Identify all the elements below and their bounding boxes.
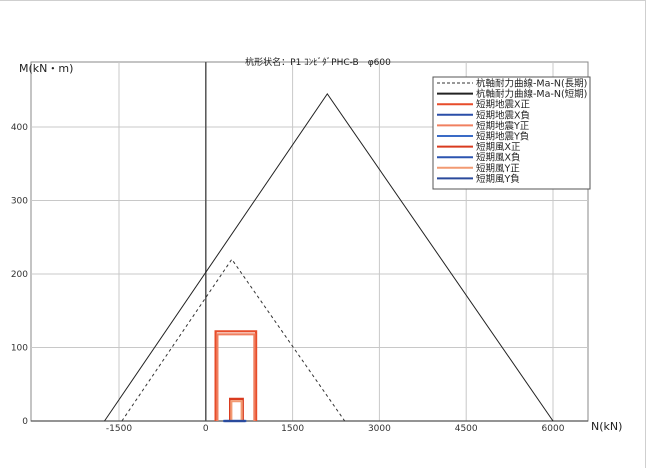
x-tick-label: 6000 [542,424,565,434]
legend-label-10: 短期風Y負 [476,173,520,185]
series-line-3 [214,330,258,421]
y-tick-label: 100 [11,344,28,354]
legend-label-2: 杭軸耐力曲線-Ma-N(短期) [476,88,587,100]
y-tick-label: 200 [11,270,28,280]
x-tick-label: 0 [203,424,209,434]
series-line-2 [104,93,554,422]
legend-label-7: 短期風X正 [476,141,521,153]
y-tick-label: 0 [22,417,28,427]
y-axis-label: M(kN・m) [19,62,73,75]
legend-label-1: 杭軸耐力曲線-Ma-N(長期) [476,78,587,90]
series-line-9 [230,400,243,421]
legend-label-3: 短期地震X正 [476,99,531,111]
legend-label-9: 短期風Y正 [476,162,520,174]
series-line-5 [216,333,256,421]
series-line-1 [121,258,346,422]
x-tick-label: 4500 [455,424,478,434]
legend-box [432,76,591,190]
legend-label-8: 短期風X負 [476,152,521,164]
x-tick-label: 3000 [368,424,391,434]
x-tick-label: -1500 [106,424,132,434]
y-tick-label: 400 [11,123,28,133]
legend-label-5: 短期地震Y正 [476,120,530,132]
legend-label-6: 短期地震Y負 [476,131,529,143]
x-axis-label: N(kN) [591,420,622,433]
legend-label-4: 短期地震X負 [476,109,530,121]
chart-title: 杭形状名：P1 ｺﾝﾋﾞﾀﾞPHC-B φ600 [245,56,391,68]
y-tick-label: 300 [11,197,28,207]
x-tick-label: 1500 [281,424,304,434]
